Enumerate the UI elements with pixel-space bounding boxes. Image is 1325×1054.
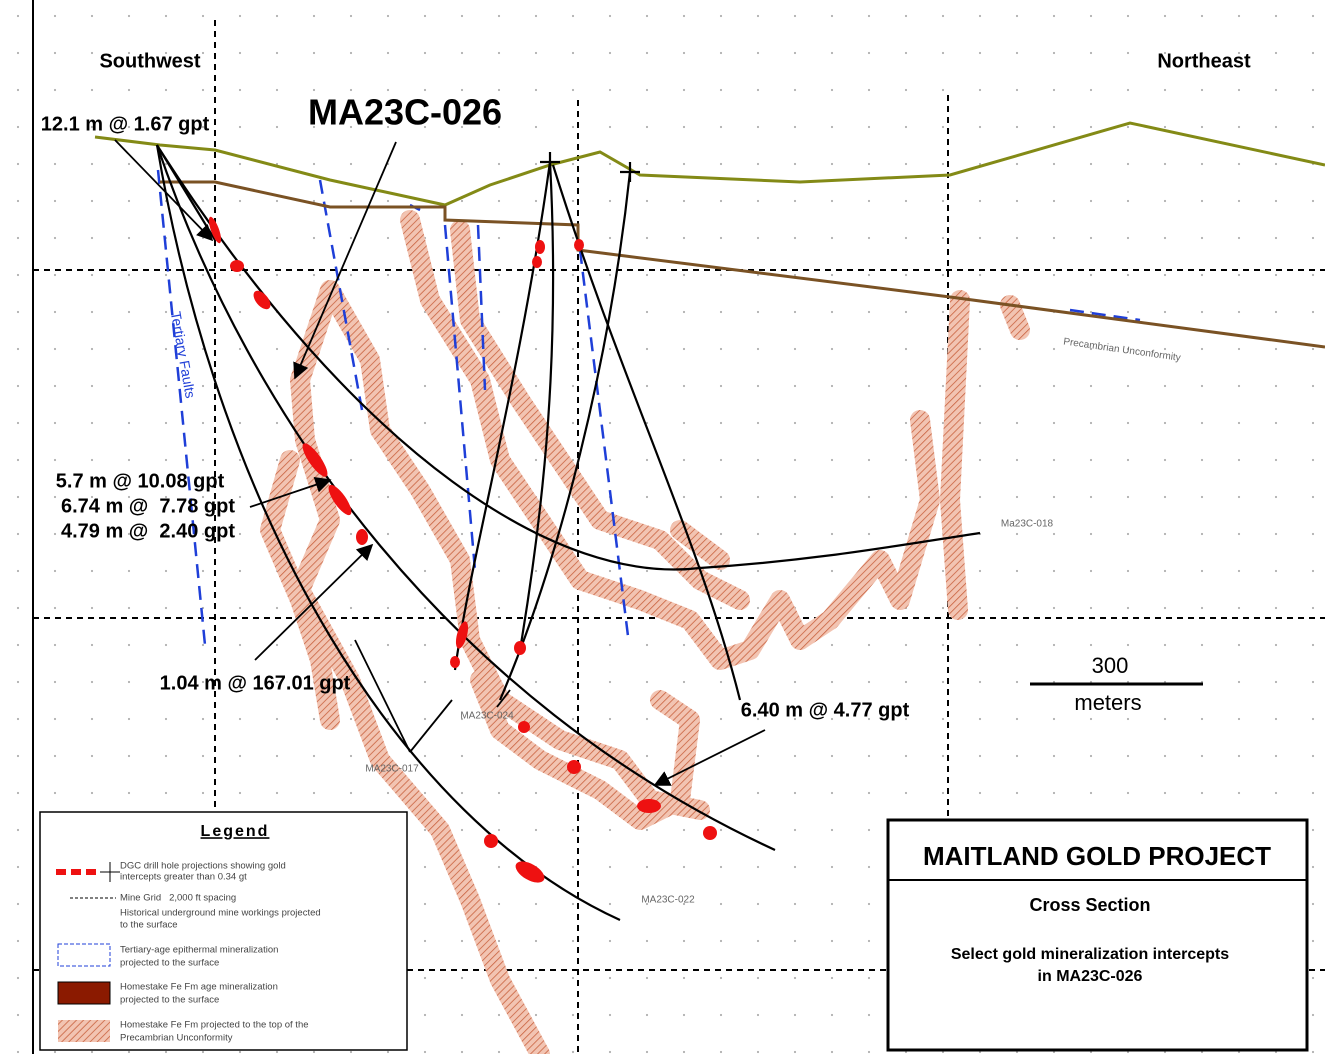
title-box: MAITLAND GOLD PROJECT Cross Section Sele… — [888, 820, 1307, 1050]
iron-formation-path — [950, 300, 960, 610]
gold-intercepts-ellipse — [356, 529, 368, 545]
gold-intercepts-ellipse — [450, 656, 460, 668]
gold-intercepts-ellipse — [518, 721, 530, 733]
legend-rect — [58, 944, 110, 966]
intercept-label: 5.7 m @ 10.08 gpt — [56, 470, 225, 492]
project-subtitle: Cross Section — [1029, 895, 1150, 915]
legend-text: projected to the surface — [120, 958, 219, 969]
gold-intercepts-ellipse — [514, 641, 526, 655]
legend-text: Mine Grid 2,000 ft spacing — [120, 893, 236, 904]
intercept-label: 6.74 m @ 7.78 gpt — [61, 495, 235, 517]
gold-intercepts-ellipse — [230, 260, 244, 272]
hole-label: MA23C-022 — [641, 895, 695, 906]
intercept-label: 1.04 m @ 167.01 gpt — [160, 672, 351, 694]
gold-intercepts-ellipse — [574, 239, 584, 251]
iron-formation-path — [1010, 305, 1020, 330]
legend-text: Tertiary-age epithermal mineralization — [120, 945, 278, 956]
legend-rect — [58, 1020, 110, 1042]
hole-title: MA23C-026 — [308, 92, 502, 133]
scale-length: 300 — [1092, 653, 1129, 678]
cross-section: Southwest Northeast MA23C-026 12.1 m @ 1… — [0, 0, 1325, 1054]
intercept-label: 6.40 m @ 4.77 gpt — [741, 699, 910, 721]
hole-label: MA23C-017 — [365, 764, 419, 775]
legend-rect — [58, 982, 110, 1004]
legend-text: Homestake Fe Fm age mineralization — [120, 982, 278, 993]
hole-label: MA23C-024 — [460, 711, 514, 722]
gold-intercepts-ellipse — [535, 240, 545, 254]
legend-text: DGC drill hole projections showing gold — [120, 861, 286, 872]
legend-text: to the surface — [120, 920, 178, 931]
legend-title: Legend — [201, 823, 270, 840]
project-title: MAITLAND GOLD PROJECT — [923, 841, 1271, 871]
hole-label: Ma23C-018 — [1001, 519, 1054, 530]
scale-unit: meters — [1074, 690, 1141, 715]
gold-intercepts-ellipse — [567, 760, 581, 774]
legend-text: Homestake Fe Fm projected to the top of … — [120, 1020, 309, 1031]
legend-text: projected to the surface — [120, 995, 219, 1006]
legend-text: Historical underground mine workings pro… — [120, 908, 321, 919]
intercept-label: 4.79 m @ 2.40 gpt — [61, 520, 235, 542]
legend-text: Precambrian Unconformity — [120, 1033, 233, 1044]
direction-label: Northeast — [1157, 50, 1251, 72]
project-description: in MA23C-026 — [1038, 968, 1143, 985]
legend-rect — [40, 812, 407, 1050]
gold-intercepts-ellipse — [484, 834, 498, 848]
legend-text: intercepts greater than 0.34 gt — [120, 872, 247, 883]
gold-intercepts-ellipse — [532, 256, 542, 268]
legend: Legend DGC drill hole projections showin… — [40, 812, 407, 1050]
intercept-label: 12.1 m @ 1.67 gpt — [41, 113, 210, 135]
direction-label: Southwest — [99, 50, 200, 72]
project-description: Select gold mineralization intercepts — [951, 946, 1229, 963]
gold-intercepts-ellipse — [703, 826, 717, 840]
gold-intercepts-ellipse — [637, 799, 661, 813]
